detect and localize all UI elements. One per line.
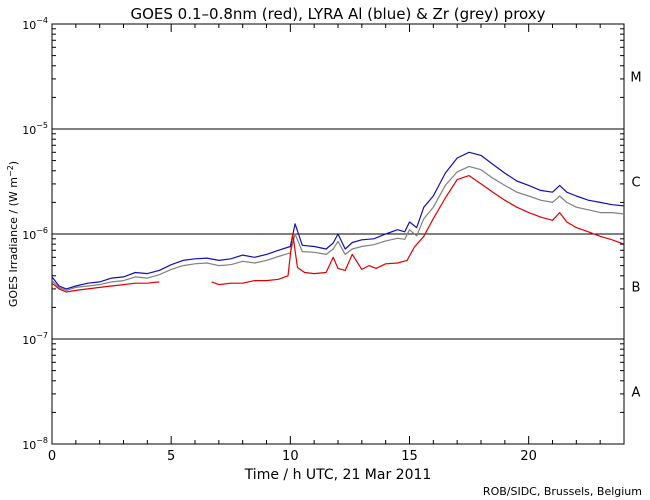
flare-class-label: B xyxy=(632,281,641,296)
x-tick-label: 0 xyxy=(48,449,56,464)
y-tick-label-base: 10 xyxy=(22,334,36,347)
y-tick-label: 10−4 xyxy=(22,16,48,32)
flare-class-label: C xyxy=(631,176,640,191)
y-axis-label-superscript: −2 xyxy=(6,165,15,177)
y-tick-label-exponent: −5 xyxy=(36,121,48,130)
series-layer xyxy=(51,151,625,293)
series-line xyxy=(51,175,625,293)
credit-label: ROB/SIDC, Brussels, Belgium xyxy=(483,485,642,498)
x-axis: 0 5 10 15 20 xyxy=(48,24,625,464)
chart-title: GOES 0.1–0.8nm (red), LYRA Al (blue) & Z… xyxy=(130,5,545,23)
y-axis-label: GOES Irradiance / (W m−2) xyxy=(6,161,20,307)
flare-class-label: A xyxy=(632,386,641,401)
flare-class-labels: A B C M xyxy=(630,71,641,401)
x-tick-label: 15 xyxy=(401,449,418,464)
x-axis-label: Time / h UTC, 21 Mar 2011 xyxy=(244,467,432,483)
y-tick-label-exponent: −6 xyxy=(36,226,48,235)
x-tick-label: 5 xyxy=(167,449,175,464)
y-tick-label-base: 10 xyxy=(22,124,36,137)
y-tick-label-exponent: −8 xyxy=(36,436,48,445)
flare-class-label: M xyxy=(630,71,641,86)
y-tick-label-base: 10 xyxy=(22,439,36,452)
y-axis: 10−810−710−610−510−4 xyxy=(22,16,624,452)
y-axis-label-close: ) xyxy=(7,161,20,165)
series-line xyxy=(51,151,625,290)
x-tick-label: 10 xyxy=(282,449,299,464)
y-tick-label: 10−5 xyxy=(22,121,48,137)
y-tick-label: 10−7 xyxy=(22,331,48,347)
y-tick-label: 10−6 xyxy=(22,226,48,242)
y-axis-label-main: GOES Irradiance / (W m xyxy=(7,177,20,307)
series-line xyxy=(51,165,625,291)
y-tick-label-exponent: −4 xyxy=(36,16,48,25)
x-tick-label: 20 xyxy=(520,449,537,464)
y-tick-label: 10−8 xyxy=(22,436,48,452)
y-tick-label-base: 10 xyxy=(22,229,36,242)
y-tick-label-base: 10 xyxy=(22,19,36,32)
y-tick-label-exponent: −7 xyxy=(36,331,48,340)
